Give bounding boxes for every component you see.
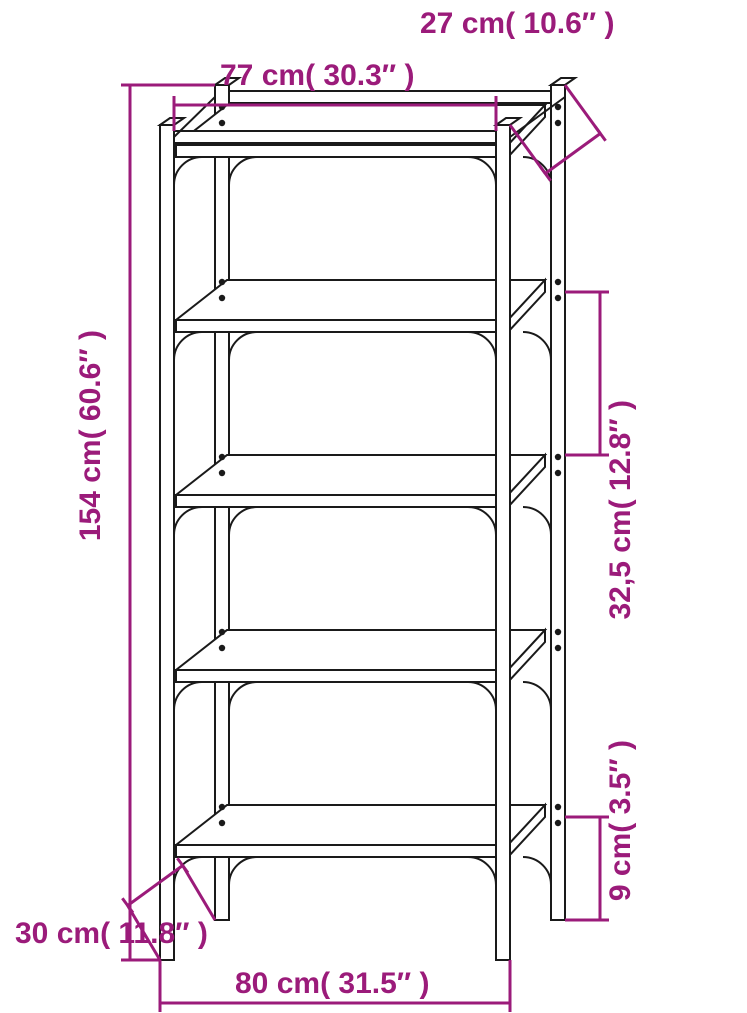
dim-width-inner-label: 77 cm( 30.3″ ) xyxy=(220,60,414,92)
dimension-lines xyxy=(121,85,609,1012)
dim-depth-top-label: 27 cm( 10.6″ ) xyxy=(420,8,614,40)
dim-shelf-gap xyxy=(565,292,609,455)
dim-width-outer-label: 80 cm( 31.5″ ) xyxy=(235,968,429,1000)
dim-depth-front-label: 30 cm( 11.8″ ) xyxy=(15,918,208,950)
dim-foot-height-label: 9 cm( 3.5″ ) xyxy=(605,740,637,901)
top-rail-back xyxy=(229,91,551,103)
shelf-unit xyxy=(160,78,575,960)
post-back-right xyxy=(551,78,575,920)
post-front-left xyxy=(160,118,184,960)
dim-shelf-gap-label: 32,5 cm( 12.8″ ) xyxy=(605,400,637,620)
dim-height-total-label: 154 cm( 60.6″ ) xyxy=(75,330,107,541)
dim-foot-height xyxy=(565,817,609,920)
diagram-stage: 27 cm( 10.6″ ) 77 cm( 30.3″ ) 154 cm( 60… xyxy=(0,0,747,1013)
top-rail-front xyxy=(174,131,496,143)
